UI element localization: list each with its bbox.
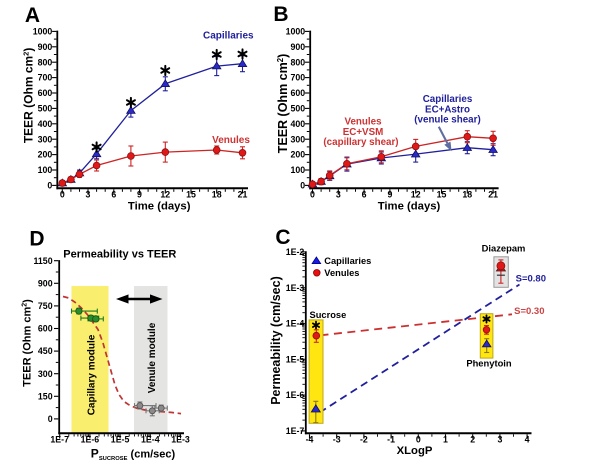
svg-text:12: 12: [411, 189, 421, 199]
svg-text:21: 21: [238, 189, 248, 199]
svg-text:S=0.30: S=0.30: [514, 306, 544, 317]
svg-text:3: 3: [86, 189, 91, 199]
svg-text:0: 0: [47, 181, 52, 191]
svg-text:500: 500: [291, 104, 306, 114]
svg-text:EC+VSM: EC+VSM: [343, 127, 384, 138]
svg-text:1E-4: 1E-4: [141, 435, 160, 445]
svg-text:Capillaries: Capillaries: [203, 31, 254, 42]
svg-text:Capillaries: Capillaries: [324, 256, 371, 266]
svg-text:Venule module: Venule module: [147, 322, 158, 393]
svg-text:750: 750: [38, 301, 53, 311]
svg-text:Venules: Venules: [324, 268, 359, 278]
svg-text:TEER (Ohm cm2): TEER (Ohm cm2): [22, 48, 36, 144]
svg-text:0: 0: [310, 189, 315, 199]
svg-text:300: 300: [38, 369, 53, 379]
svg-text:500: 500: [38, 104, 53, 114]
svg-text:21: 21: [488, 189, 498, 199]
svg-text:C: C: [275, 226, 290, 249]
svg-text:TEER (Ohm cm2): TEER (Ohm cm2): [21, 299, 33, 387]
svg-text:1E-5: 1E-5: [286, 354, 305, 364]
svg-text:900: 900: [38, 278, 53, 288]
svg-text:-4: -4: [306, 435, 314, 445]
svg-text:600: 600: [291, 88, 306, 98]
svg-text:Sucrose: Sucrose: [310, 310, 347, 320]
svg-text:0: 0: [416, 435, 421, 445]
svg-text:400: 400: [38, 119, 53, 129]
svg-text:200: 200: [38, 150, 53, 160]
svg-text:300: 300: [38, 134, 53, 144]
svg-text:1E-6: 1E-6: [286, 390, 305, 400]
svg-text:1E-3: 1E-3: [286, 283, 305, 293]
svg-text:1: 1: [443, 435, 448, 445]
svg-text:1E-6: 1E-6: [81, 435, 100, 445]
svg-text:B: B: [273, 3, 288, 26]
svg-text:12: 12: [160, 189, 170, 199]
svg-text:700: 700: [38, 73, 53, 83]
svg-text:300: 300: [291, 134, 306, 144]
svg-text:600: 600: [38, 88, 53, 98]
svg-text:1E-3: 1E-3: [171, 435, 190, 445]
svg-text:1E-7: 1E-7: [286, 426, 305, 436]
svg-text:4: 4: [525, 435, 530, 445]
svg-text:EC+Astro: EC+Astro: [425, 104, 470, 115]
svg-text:0: 0: [48, 414, 53, 424]
svg-text:XLogP: XLogP: [397, 445, 433, 457]
svg-text:Time (days): Time (days): [128, 201, 191, 213]
svg-text:700: 700: [291, 73, 306, 83]
svg-text:Time (days): Time (days): [378, 201, 441, 213]
svg-text:1150: 1150: [34, 256, 53, 266]
svg-text:-1: -1: [387, 435, 395, 445]
svg-text:18: 18: [462, 189, 472, 199]
svg-text:400: 400: [291, 119, 306, 129]
svg-text:-2: -2: [360, 435, 368, 445]
svg-text:100: 100: [291, 165, 306, 175]
svg-text:0: 0: [300, 181, 305, 191]
svg-text:1E-5: 1E-5: [111, 435, 130, 445]
svg-text:D: D: [29, 228, 44, 251]
svg-text:1E-7: 1E-7: [50, 435, 69, 445]
svg-text:450: 450: [38, 346, 53, 356]
svg-text:(capillary shear): (capillary shear): [323, 137, 398, 148]
svg-text:18: 18: [212, 189, 222, 199]
svg-text:800: 800: [38, 57, 53, 67]
svg-text:Permeability vs TEER: Permeability vs TEER: [63, 248, 176, 260]
svg-text:Capillary module: Capillary module: [87, 334, 98, 415]
svg-text:150: 150: [38, 391, 53, 401]
svg-text:1E-2: 1E-2: [286, 247, 305, 257]
svg-text:1E-4: 1E-4: [286, 319, 305, 329]
svg-text:3: 3: [336, 189, 341, 199]
svg-text:Diazepam: Diazepam: [482, 243, 526, 254]
svg-text:Permeability (cm/sec): Permeability (cm/sec): [269, 276, 283, 405]
svg-text:Capillaries: Capillaries: [423, 94, 473, 105]
svg-text:TEER (Ohm cm2): TEER (Ohm cm2): [276, 54, 290, 154]
svg-text:15: 15: [186, 189, 196, 199]
svg-text:A: A: [25, 4, 40, 27]
svg-text:-3: -3: [333, 435, 341, 445]
svg-text:15: 15: [437, 189, 447, 199]
svg-text:800: 800: [291, 57, 306, 67]
svg-text:9: 9: [387, 189, 392, 199]
svg-text:900: 900: [291, 42, 306, 52]
svg-text:600: 600: [38, 324, 53, 334]
svg-text:3: 3: [497, 435, 502, 445]
svg-text:6: 6: [111, 189, 116, 199]
svg-text:6: 6: [362, 189, 367, 199]
svg-text:900: 900: [38, 42, 53, 52]
svg-text:1000: 1000: [286, 27, 306, 37]
svg-text:2: 2: [470, 435, 475, 445]
svg-text:Phenytoin: Phenytoin: [466, 357, 512, 368]
svg-text:200: 200: [291, 150, 306, 160]
svg-text:9: 9: [137, 189, 142, 199]
svg-text:(venule shear): (venule shear): [414, 115, 480, 126]
svg-text:Venules: Venules: [344, 117, 382, 128]
svg-text:100: 100: [38, 165, 53, 175]
svg-text:1000: 1000: [33, 27, 53, 37]
svg-text:S=0.80: S=0.80: [516, 273, 546, 284]
svg-text:0: 0: [60, 189, 65, 199]
svg-text:Venules: Venules: [212, 135, 250, 146]
